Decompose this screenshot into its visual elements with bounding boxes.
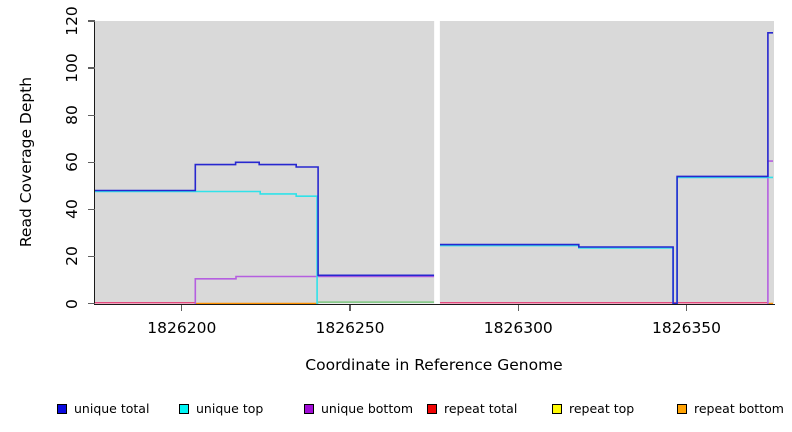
series-line-unique-total: [439, 32, 773, 304]
y-tick: [87, 114, 95, 116]
y-axis-line: [94, 21, 96, 305]
y-axis-title: Read Coverage Depth: [17, 76, 35, 248]
y-tick-label: 80: [63, 105, 81, 126]
legend-label: unique bottom: [321, 401, 414, 416]
x-tick: [685, 304, 688, 312]
legend-label: unique total: [74, 401, 150, 416]
series-line-unique-bottom: [767, 160, 773, 304]
legend: unique total unique top unique bottom repea…: [0, 400, 792, 422]
legend-swatch-icon: [552, 404, 562, 414]
y-tick-label: 20: [63, 246, 81, 267]
legend-swatch-icon: [427, 404, 437, 414]
series-line-unique-bottom: [194, 275, 435, 304]
x-axis-line: [94, 303, 775, 305]
series-line-unique-top: [95, 190, 320, 304]
x-axis-title: Coordinate in Reference Genome: [305, 356, 563, 374]
chart-canvas: [95, 21, 774, 304]
y-tick-label: 100: [63, 53, 81, 83]
y-tick: [87, 255, 95, 257]
x-tick: [517, 304, 519, 312]
legend-label: repeat top: [569, 401, 635, 416]
series-line-unique-total: [95, 161, 435, 277]
legend-label: unique top: [196, 401, 264, 416]
y-tick: [87, 161, 95, 163]
y-tick: [87, 302, 95, 305]
x-tick-label: 1826350: [652, 319, 722, 337]
legend-swatch-icon: [304, 404, 314, 414]
plot-panel: [95, 21, 774, 304]
y-tick-label: 40: [63, 199, 81, 220]
legend-swatch-icon: [179, 404, 189, 414]
legend-label: repeat bottom: [694, 401, 784, 416]
legend-swatch-icon: [677, 404, 687, 414]
x-tick: [349, 304, 351, 312]
y-tick: [87, 67, 95, 69]
legend-swatch-icon: [57, 404, 67, 414]
x-tick-label: 1826250: [315, 319, 385, 337]
y-tick: [87, 208, 95, 210]
y-tick-label: 0: [63, 298, 81, 309]
x-tick-label: 1826200: [147, 319, 217, 337]
x-tick-label: 1826300: [483, 319, 553, 337]
y-tick-label: 120: [63, 6, 81, 36]
y-tick: [87, 20, 95, 22]
y-tick-label: 60: [63, 152, 81, 173]
legend-label: repeat total: [444, 401, 518, 416]
x-tick: [181, 304, 183, 312]
gap-band: [434, 21, 440, 304]
